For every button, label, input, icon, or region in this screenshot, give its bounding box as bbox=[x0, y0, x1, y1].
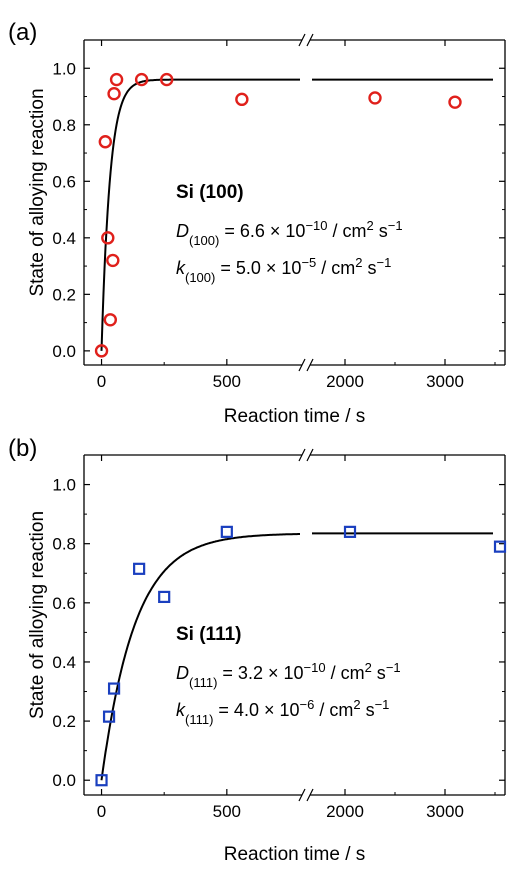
panel-label: (a) bbox=[8, 19, 37, 46]
k-label: k bbox=[176, 258, 186, 278]
k-unit-tail: s bbox=[361, 700, 375, 720]
data-point bbox=[109, 72, 124, 87]
data-point bbox=[493, 540, 507, 553]
d-unit-exp: 2 bbox=[367, 218, 374, 233]
data-point bbox=[107, 86, 121, 101]
x-tick-label: 500 bbox=[213, 372, 241, 391]
k-unit-tail-exp: −1 bbox=[375, 697, 390, 712]
data-point bbox=[94, 344, 109, 358]
data-point bbox=[106, 253, 120, 268]
data-point bbox=[368, 91, 382, 105]
x-tick-label: 2000 bbox=[326, 372, 364, 391]
panel-a: 0.0 0.2 0.4 0.6 0.8 1.0 0 500 2000 3000 Reaction t… bbox=[8, 19, 506, 427]
d-label: D bbox=[176, 221, 189, 241]
axis-break-mark bbox=[306, 33, 314, 47]
y-tick-label: 1.0 bbox=[52, 476, 76, 495]
data-point bbox=[134, 72, 149, 87]
d-unit: / cm bbox=[326, 663, 365, 683]
d-sub: (100) bbox=[189, 233, 219, 248]
axis-break-mark bbox=[298, 788, 306, 802]
d-unit: / cm bbox=[328, 221, 367, 241]
y-axis-label: State of alloying reaction bbox=[27, 88, 48, 296]
y-tick-label: 0.2 bbox=[52, 712, 76, 731]
y-axis-label: State of alloying reaction bbox=[27, 511, 48, 719]
y-tick-label: 0.4 bbox=[52, 653, 76, 672]
diffusion-coefficient: D(100) = 6.6 × 10−10 / cm2 s−1 bbox=[176, 218, 403, 248]
k-unit-exp: 2 bbox=[353, 697, 360, 712]
x-tick-label: 0 bbox=[97, 802, 106, 821]
x-tick-label: 500 bbox=[213, 802, 241, 821]
data-point bbox=[107, 682, 121, 695]
data-point bbox=[95, 774, 108, 787]
k-exp: −5 bbox=[301, 255, 316, 270]
axis-break-mark bbox=[306, 448, 314, 462]
k-label: k bbox=[176, 700, 186, 720]
x-tick-label: 2000 bbox=[326, 802, 364, 821]
y-tick-label: 0.8 bbox=[52, 116, 76, 135]
k-value: = 5.0 × 10 bbox=[215, 258, 301, 278]
sample-label: Si (111) bbox=[176, 624, 242, 645]
data-point bbox=[158, 590, 171, 604]
data-point bbox=[98, 135, 112, 149]
sample-label: Si (100) bbox=[176, 182, 244, 203]
data-point bbox=[159, 72, 174, 87]
y-tick-label: 1.0 bbox=[52, 59, 76, 78]
y-tick-label: 0.6 bbox=[52, 594, 76, 613]
k-value: = 4.0 × 10 bbox=[213, 700, 299, 720]
data-point bbox=[235, 92, 249, 107]
axis-break-mark bbox=[298, 448, 306, 462]
panel-b: 0.0 0.2 0.4 0.6 0.8 1.0 0 500 2000 3000 Reaction t… bbox=[8, 435, 507, 865]
data-point bbox=[103, 313, 118, 327]
data-point bbox=[343, 525, 357, 538]
y-tick-label: 0.0 bbox=[52, 342, 76, 361]
axis-break-mark bbox=[306, 788, 314, 802]
y-tick-label: 0.2 bbox=[52, 285, 76, 304]
d-unit-exp: 2 bbox=[365, 660, 372, 675]
data-point bbox=[220, 525, 233, 538]
d-exp: −10 bbox=[304, 660, 326, 675]
rate-constant: k(111) = 4.0 × 10−6 / cm2 s−1 bbox=[176, 697, 389, 727]
axis-break-mark bbox=[298, 358, 306, 372]
k-sub: (111) bbox=[185, 712, 213, 727]
x-tick-label: 3000 bbox=[426, 372, 464, 391]
k-unit-tail: s bbox=[363, 258, 377, 278]
y-tick-label: 0.0 bbox=[52, 771, 76, 790]
axis-break-mark bbox=[298, 33, 306, 47]
d-unit-tail: s bbox=[374, 221, 388, 241]
data-point bbox=[101, 231, 115, 245]
k-unit: / cm bbox=[316, 258, 355, 278]
fit-curve bbox=[100, 78, 300, 351]
y-tick-label: 0.8 bbox=[52, 535, 76, 554]
rate-constant: k(100) = 5.0 × 10−5 / cm2 s−1 bbox=[176, 255, 391, 285]
data-point bbox=[448, 95, 462, 109]
k-unit-exp: 2 bbox=[355, 255, 362, 270]
y-tick-label: 0.4 bbox=[52, 229, 76, 248]
d-unit-tail-exp: −1 bbox=[388, 218, 403, 233]
fit-curve bbox=[100, 533, 300, 781]
d-value: = 6.6 × 10 bbox=[219, 221, 305, 241]
diffusion-coefficient: D(111) = 3.2 × 10−10 / cm2 s−1 bbox=[176, 660, 401, 690]
k-exp: −6 bbox=[300, 697, 315, 712]
k-sub: (100) bbox=[185, 270, 215, 285]
d-unit-tail: s bbox=[372, 663, 386, 683]
x-axis-label: Reaction time / s bbox=[224, 406, 366, 427]
k-unit: / cm bbox=[314, 700, 353, 720]
d-label: D bbox=[176, 663, 189, 683]
x-tick-label: 0 bbox=[97, 372, 106, 391]
x-tick-label: 3000 bbox=[426, 802, 464, 821]
y-tick-label: 0.6 bbox=[52, 172, 76, 191]
d-unit-tail-exp: −1 bbox=[386, 660, 401, 675]
data-point bbox=[102, 710, 116, 723]
k-unit-tail-exp: −1 bbox=[377, 255, 392, 270]
d-sub: (111) bbox=[189, 675, 217, 690]
x-axis-label: Reaction time / s bbox=[224, 844, 366, 865]
data-point bbox=[133, 562, 146, 575]
d-exp: −10 bbox=[305, 218, 327, 233]
axis-break-mark bbox=[306, 358, 314, 372]
panel-label: (b) bbox=[8, 435, 37, 462]
d-value: = 3.2 × 10 bbox=[217, 663, 303, 683]
